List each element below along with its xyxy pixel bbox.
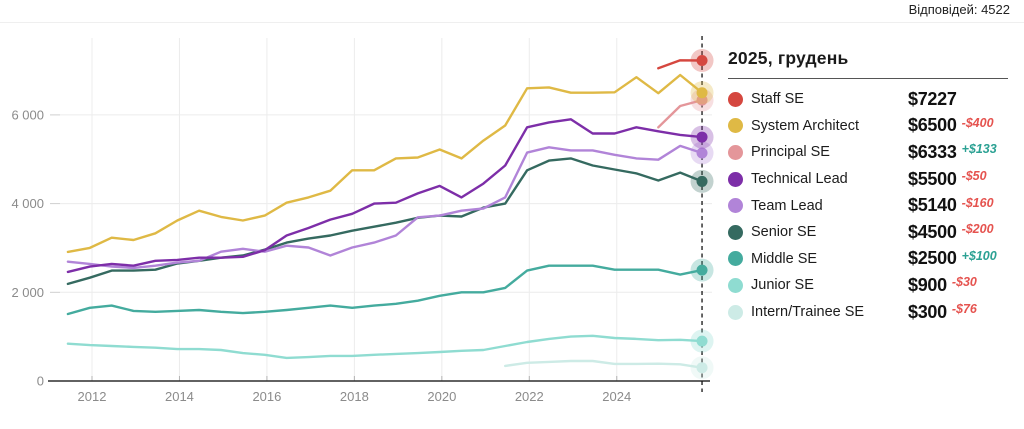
- endpoint-dot-technical-lead[interactable]: [696, 131, 708, 143]
- legend-row-principal-se[interactable]: Principal SE $6333 +$133: [728, 139, 1014, 166]
- endpoint-dot-junior-se[interactable]: [696, 335, 708, 347]
- y-axis-label: 6 000: [11, 107, 44, 122]
- series-line-staff-se[interactable]: [657, 59, 704, 70]
- series-line-system-architect[interactable]: [66, 73, 704, 254]
- legend-value: $4500: [908, 221, 957, 242]
- series-line-technical-lead[interactable]: [66, 118, 704, 274]
- legend-row-technical-lead[interactable]: Technical Lead $5500 -$50: [728, 166, 1014, 193]
- legend-row-system-architect[interactable]: System Architect $6500 -$400: [728, 113, 1014, 140]
- legend-delta: -$50: [961, 169, 987, 184]
- responses-count: Відповідей: 4522: [908, 2, 1010, 17]
- legend-color-dot-icon: [728, 304, 743, 320]
- chart-area: 2012 2014 2016 2018 2020 2022 2024 0 2 000 4 000 6…: [11, 36, 714, 404]
- y-axis-label: 0: [37, 374, 44, 389]
- legend-label: Intern/Trainee SE: [751, 304, 865, 321]
- legend-color-dot-icon: [728, 144, 743, 160]
- legend-color-dot-icon: [728, 277, 743, 293]
- x-axis-label: 2018: [340, 389, 369, 404]
- legend-rows: Staff SE $7227 System Architect $6500 -$400 P…: [728, 86, 1014, 325]
- x-axis-label: 2016: [252, 389, 281, 404]
- series-line-junior-se[interactable]: [66, 334, 704, 360]
- legend-row-staff-se[interactable]: Staff SE $7227: [728, 86, 1014, 113]
- series-line-principal-se[interactable]: [657, 98, 704, 129]
- legend-value: $6333: [908, 141, 957, 162]
- legend-label: Technical Lead: [751, 171, 848, 188]
- legend-color-dot-icon: [728, 224, 743, 240]
- legend-label: Middle SE: [751, 250, 818, 267]
- legend-row-junior-se[interactable]: Junior SE $900 -$30: [728, 272, 1014, 299]
- endpoint-dot-team-lead[interactable]: [696, 147, 708, 159]
- header-separator: [0, 22, 1024, 23]
- legend-color-dot-icon: [728, 251, 743, 267]
- endpoint-dot-middle-se[interactable]: [696, 264, 708, 276]
- y-axis-label: 2 000: [11, 285, 44, 300]
- x-axis-label: 2024: [602, 389, 631, 404]
- legend-delta: -$200: [961, 222, 994, 237]
- legend-value: $900: [908, 274, 947, 295]
- legend-label: Staff SE: [751, 91, 804, 108]
- legend-row-intern-trainee-se[interactable]: Intern/Trainee SE $300 -$76: [728, 299, 1014, 326]
- legend-delta: +$100: [961, 248, 997, 263]
- legend-color-dot-icon: [728, 91, 743, 107]
- legend-value: $5140: [908, 195, 957, 216]
- x-axis-label: 2020: [427, 389, 456, 404]
- legend-value: $7227: [908, 88, 957, 109]
- endpoint-dot-intern-trainee-se[interactable]: [696, 362, 708, 374]
- series-line-middle-se[interactable]: [66, 264, 704, 316]
- legend-color-dot-icon: [728, 118, 743, 134]
- legend-row-middle-se[interactable]: Middle SE $2500 +$100: [728, 246, 1014, 273]
- legend-delta: -$30: [951, 275, 977, 290]
- legend-title: 2025, грудень: [728, 48, 849, 68]
- legend-label: Senior SE: [751, 224, 817, 241]
- legend-delta: -$400: [961, 115, 994, 130]
- legend-row-team-lead[interactable]: Team Lead $5140 -$160: [728, 192, 1014, 219]
- series-line-team-lead[interactable]: [66, 144, 704, 270]
- legend-label: Team Lead: [751, 197, 823, 214]
- legend-value: $2500: [908, 248, 957, 269]
- legend-rule: [728, 78, 1008, 79]
- legend-label: Principal SE: [751, 144, 830, 161]
- x-axis-label: 2022: [515, 389, 544, 404]
- salary-trend-chart: 2012 2014 2016 2018 2020 2022 2024 0 2 000 4 000 6…: [11, 36, 714, 404]
- x-axis-label: 2012: [78, 389, 107, 404]
- legend-label: System Architect: [751, 117, 859, 134]
- legend-delta: -$76: [951, 302, 977, 317]
- endpoint-dot-system-architect[interactable]: [696, 87, 708, 99]
- legend-delta: +$133: [961, 142, 997, 157]
- legend-color-dot-icon: [728, 198, 743, 214]
- legend-color-dot-icon: [728, 171, 743, 187]
- y-axis-label: 4 000: [11, 196, 44, 211]
- legend-value: $6500: [908, 115, 957, 136]
- legend-row-senior-se[interactable]: Senior SE $4500 -$200: [728, 219, 1014, 246]
- legend-delta: -$160: [961, 195, 994, 210]
- series-line-intern-trainee-se[interactable]: [504, 359, 704, 369]
- legend-label: Junior SE: [751, 277, 814, 294]
- legend-value: $5500: [908, 168, 957, 189]
- legend-value: $300: [908, 301, 947, 322]
- x-axis-label: 2014: [165, 389, 194, 404]
- endpoint-dot-senior-se[interactable]: [696, 175, 708, 187]
- series-line-senior-se[interactable]: [66, 157, 704, 286]
- endpoint-dot-staff-se[interactable]: [696, 54, 708, 66]
- legend-panel: 2025, грудень Staff SE $7227 System Archit…: [728, 46, 1014, 325]
